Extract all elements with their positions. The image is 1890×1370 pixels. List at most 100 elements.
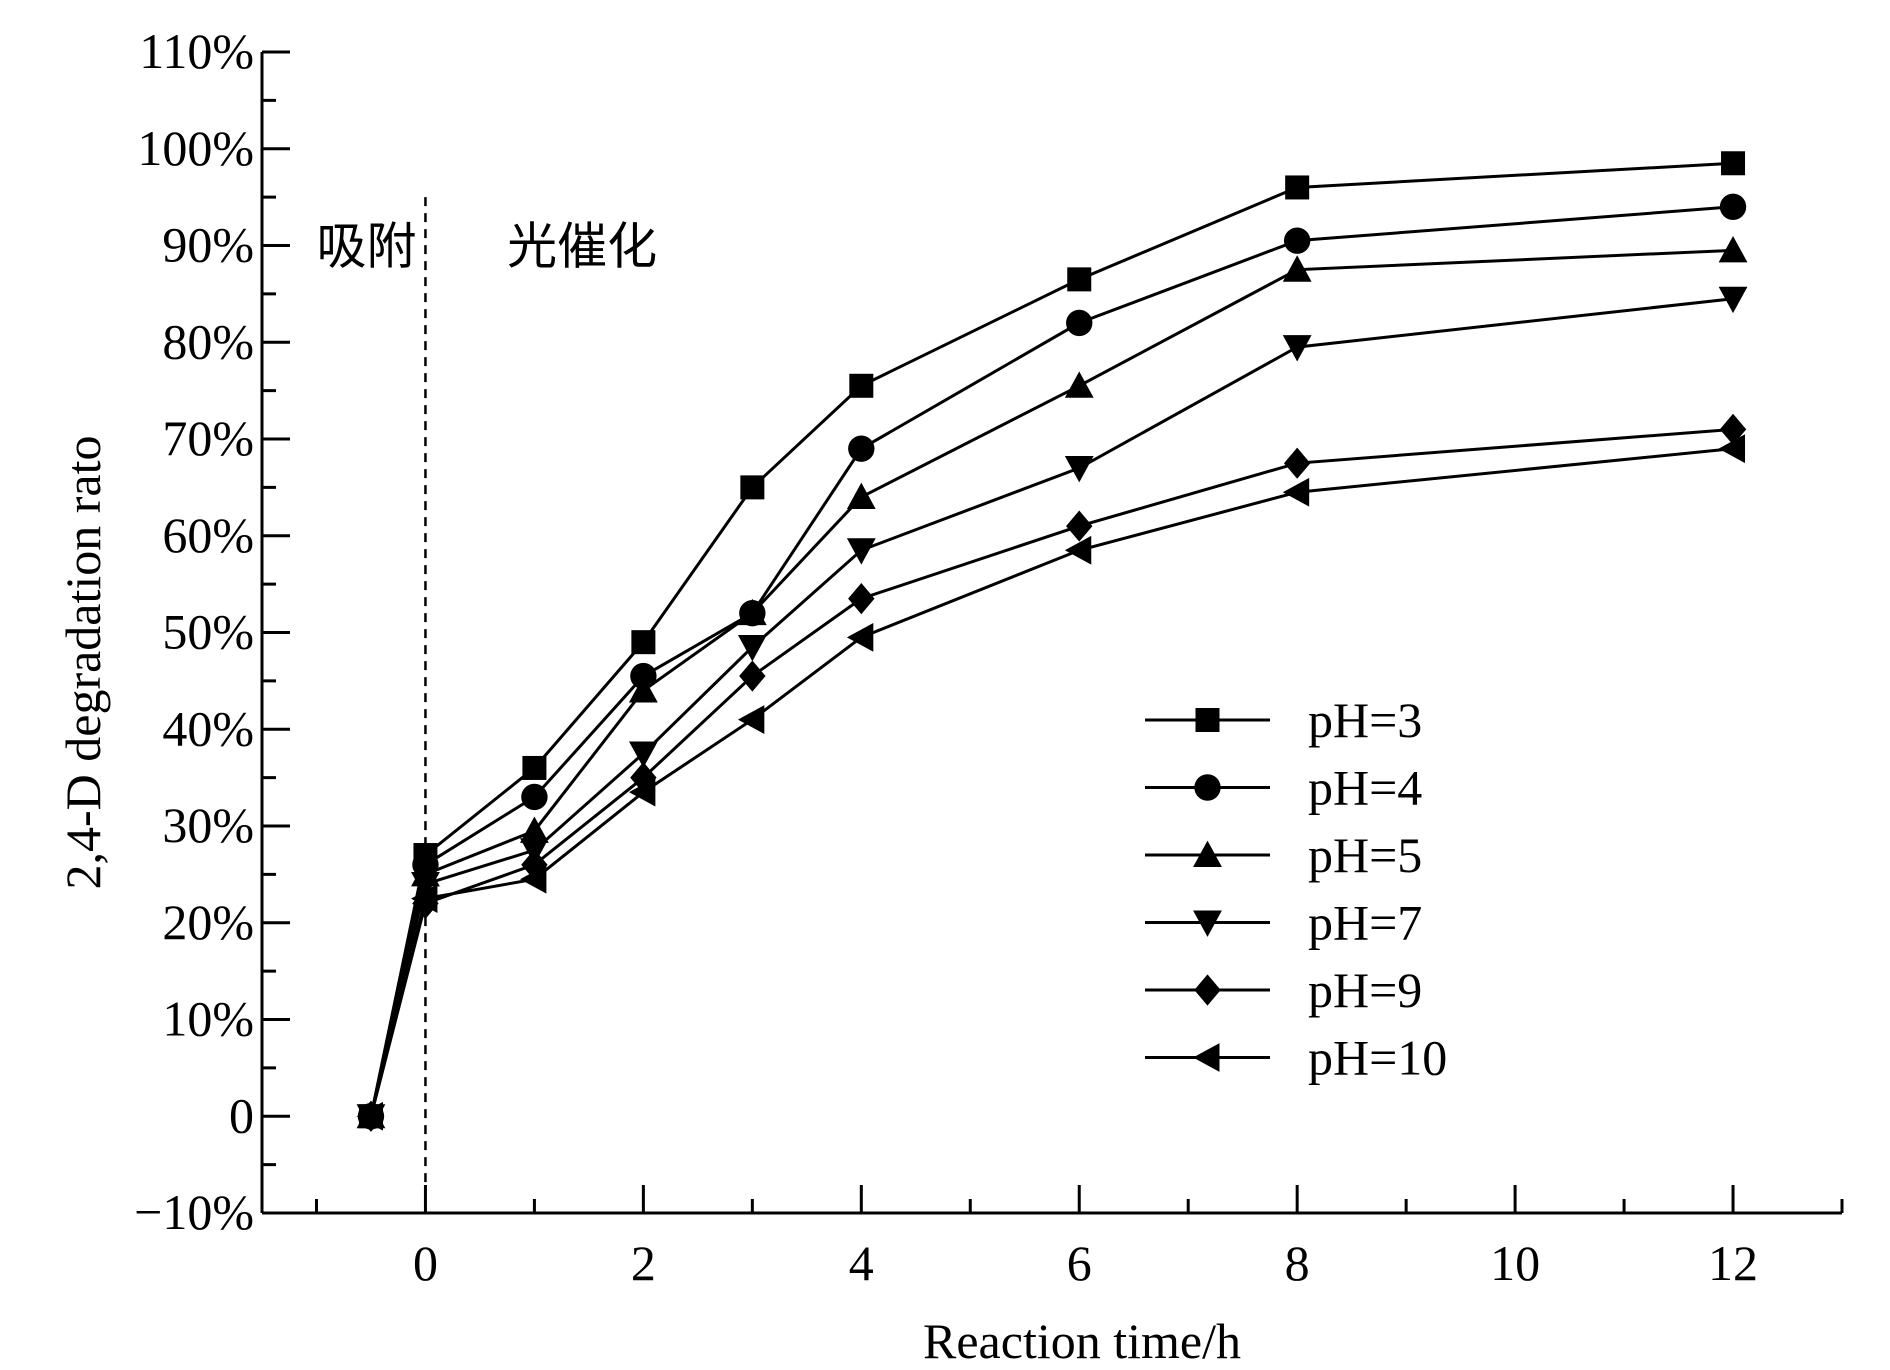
series-pH=10 — [356, 434, 1746, 1131]
legend-label: pH=3 — [1308, 692, 1422, 748]
y-tick-label: 40% — [162, 700, 254, 756]
data-point — [411, 884, 438, 913]
data-point — [1282, 255, 1312, 282]
data-point — [1721, 151, 1746, 176]
data-point — [1719, 413, 1747, 445]
data-point — [521, 783, 548, 811]
data-point — [739, 660, 766, 692]
data-point — [631, 630, 656, 655]
data-point — [846, 622, 874, 652]
data-point — [1064, 535, 1092, 565]
data-point — [1064, 371, 1094, 398]
y-tick-label: 100% — [137, 120, 254, 176]
data-point — [1283, 447, 1311, 479]
data-point — [630, 662, 657, 690]
series-layer — [356, 151, 1748, 1132]
series-pH=3 — [358, 151, 1746, 1129]
data-point — [520, 816, 549, 843]
data-point — [849, 373, 874, 398]
x-tick-label: 0 — [413, 1235, 438, 1291]
y-tick-label: 20% — [162, 894, 254, 950]
legend-entry: pH=9 — [1145, 962, 1422, 1018]
ticks-layer: −10% 0 10% 20% 30% 40% 50% 60% 70% 80% 90% 100% 110%… — [134, 23, 1844, 1291]
legend-marker — [1193, 910, 1222, 937]
legend-label: pH=10 — [1308, 1030, 1447, 1086]
x-tick-label: 6 — [1067, 1235, 1092, 1291]
series-pH=9 — [357, 413, 1747, 1132]
legend-marker — [1194, 974, 1221, 1006]
y-tick-label: 10% — [162, 991, 254, 1047]
data-point — [1066, 309, 1093, 337]
legend: pH=3 pH=4 pH=5 pH=7 pH=9 pH=10 — [1145, 692, 1447, 1086]
data-point — [356, 1101, 383, 1131]
series-line — [369, 427, 1734, 1117]
y-tick-label: 50% — [162, 604, 254, 660]
series-pH=5 — [356, 235, 1748, 1129]
x-tick-label: 12 — [1708, 1235, 1758, 1291]
axes-layer — [260, 52, 1842, 1215]
y-tick-label: 90% — [162, 217, 254, 273]
legend-entry: pH=3 — [1145, 692, 1422, 748]
y-tick-label: 70% — [162, 410, 254, 466]
data-point — [1718, 434, 1746, 464]
series-pH=4 — [357, 193, 1747, 1130]
data-point — [1285, 175, 1310, 200]
legend-label: pH=4 — [1308, 760, 1422, 816]
data-point — [740, 475, 765, 500]
series-pH=7 — [356, 286, 1748, 1131]
phase-annotation: 光催化 — [507, 218, 657, 276]
legend-entry: pH=4 — [1145, 760, 1422, 816]
data-point — [1067, 267, 1092, 292]
y-tick-label: 0 — [229, 1087, 254, 1143]
y-tick-label: −10% — [134, 1184, 254, 1240]
y-tick-label: 30% — [162, 797, 254, 853]
x-tick-label: 10 — [1490, 1235, 1540, 1291]
x-axis-title: Reaction time/h — [923, 1313, 1241, 1369]
data-point — [628, 777, 656, 807]
x-tick-label: 8 — [1285, 1235, 1310, 1291]
data-point — [628, 741, 658, 768]
data-point — [520, 864, 547, 894]
annotations-layer: 吸附 光催化 — [316, 197, 657, 1213]
series-line — [369, 205, 1734, 1117]
data-point — [1718, 235, 1748, 263]
x-tick-label: 4 — [849, 1235, 874, 1291]
legend-entry: pH=7 — [1145, 895, 1422, 951]
legend-marker — [1193, 840, 1222, 867]
x-tick-label: 2 — [631, 1235, 656, 1291]
data-point — [1066, 510, 1093, 542]
legend-entry: pH=5 — [1145, 827, 1422, 883]
series-line — [369, 297, 1734, 1117]
data-point — [848, 435, 875, 462]
y-tick-label: 80% — [162, 313, 254, 369]
data-point — [848, 583, 875, 615]
y-tick-label: 110% — [139, 23, 254, 79]
phase-annotation: 吸附 — [316, 218, 416, 276]
legend-entry: pH=10 — [1145, 1030, 1447, 1086]
legend-marker — [1194, 774, 1221, 801]
y-tick-label: 60% — [162, 507, 254, 563]
data-point — [1283, 227, 1311, 254]
legend-label: pH=5 — [1308, 827, 1422, 883]
data-point — [1064, 456, 1094, 483]
data-point — [846, 482, 876, 510]
legend-label: pH=9 — [1308, 962, 1422, 1018]
data-point — [846, 538, 876, 565]
data-point — [737, 635, 767, 662]
series-line — [369, 447, 1734, 1117]
data-point — [737, 705, 765, 734]
data-point — [1282, 477, 1310, 507]
y-axis-title: 2,4-D degradation rato — [55, 435, 111, 889]
series-line — [369, 248, 1734, 1117]
legend-label: pH=7 — [1308, 895, 1422, 951]
legend-marker — [1195, 708, 1220, 732]
series-line — [369, 161, 1734, 1117]
data-point — [737, 598, 767, 626]
data-point — [628, 676, 658, 703]
legend-marker — [1193, 1043, 1220, 1072]
data-point — [522, 755, 547, 780]
data-point — [1282, 335, 1312, 362]
data-point — [1719, 193, 1747, 220]
data-point — [1718, 286, 1748, 314]
